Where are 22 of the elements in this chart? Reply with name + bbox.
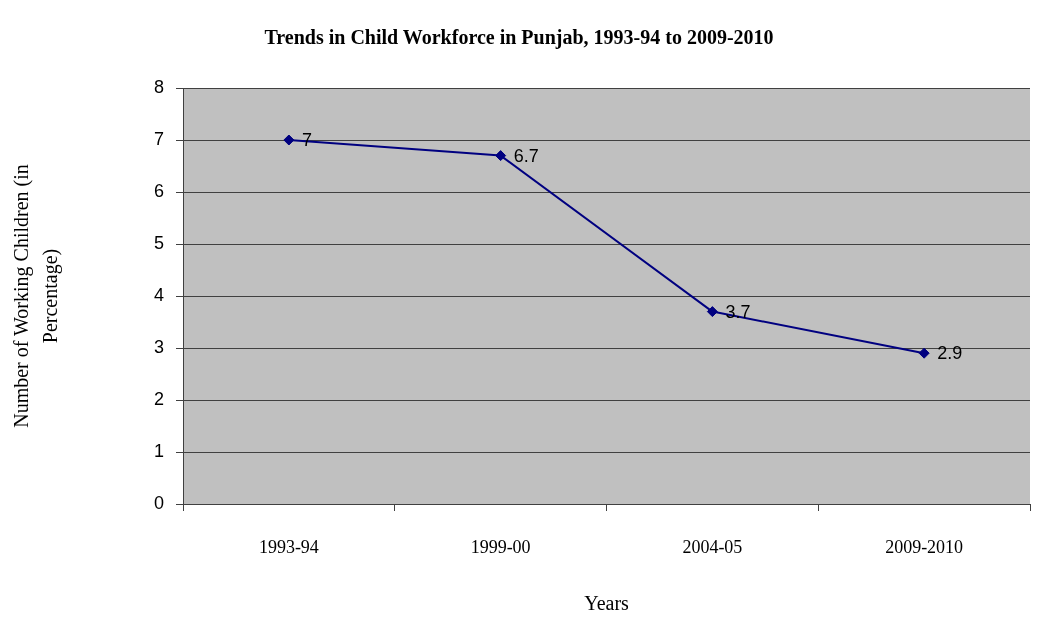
y-tick-label: 0: [153, 492, 164, 513]
chart-title: Trends in Child Workforce in Punjab, 1993-94 to 2009-2010: [264, 26, 774, 50]
y-tick-label: 8: [153, 76, 164, 97]
y-tick-label: 5: [153, 232, 164, 253]
y-tick-label: 3: [153, 336, 164, 357]
x-tick-label: 2009-2010: [885, 536, 964, 557]
y-tick-label: 6: [153, 180, 164, 201]
x-axis-title: Years: [584, 592, 630, 615]
point: [706, 306, 718, 318]
x-tick-label: 2004-05: [682, 536, 743, 557]
x-tick-label: 1999-00: [470, 536, 531, 557]
point: [918, 347, 930, 359]
data-label: 2.9: [937, 343, 963, 364]
data-label: 6.7: [513, 145, 539, 166]
y-tick-label: 2: [153, 388, 164, 409]
y-axis-title: Number of Working Children (in Percentage): [9, 164, 62, 428]
x-tick-label: 1993-94: [258, 536, 319, 557]
y-tick-label: 4: [153, 284, 164, 305]
y-tick-label: 1: [153, 440, 164, 461]
point: [495, 150, 507, 162]
y-tick-label: 7: [153, 128, 164, 149]
point: [283, 134, 295, 146]
